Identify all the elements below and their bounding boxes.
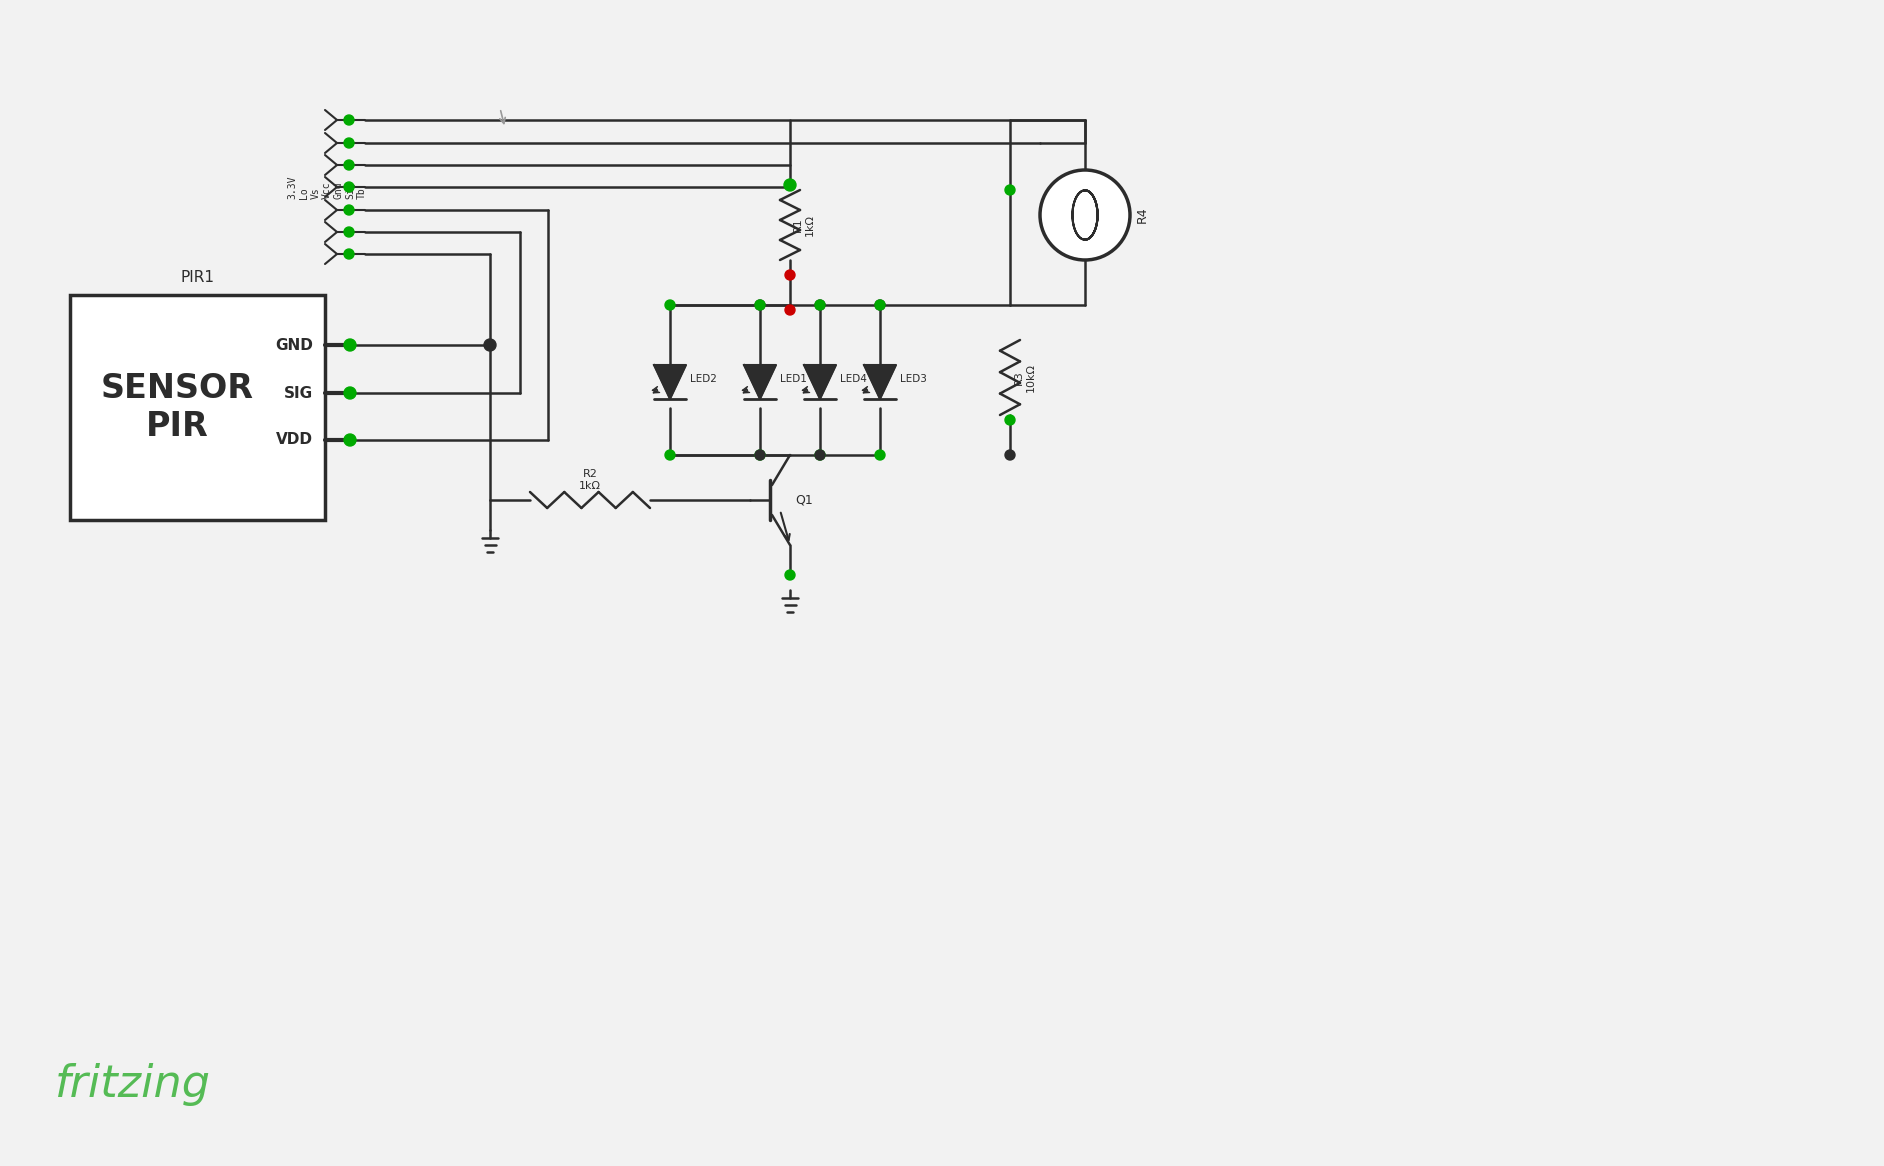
Circle shape xyxy=(345,387,356,399)
Circle shape xyxy=(1004,185,1015,195)
Polygon shape xyxy=(744,365,776,399)
Circle shape xyxy=(345,339,356,351)
Text: SENSOR
PIR: SENSOR PIR xyxy=(102,372,254,443)
Circle shape xyxy=(786,271,795,280)
Text: LED1: LED1 xyxy=(780,374,806,384)
Circle shape xyxy=(345,205,354,215)
Circle shape xyxy=(484,339,495,351)
Circle shape xyxy=(816,450,825,461)
Circle shape xyxy=(345,434,356,447)
Circle shape xyxy=(816,300,825,310)
Circle shape xyxy=(784,180,797,191)
Circle shape xyxy=(345,227,354,237)
Circle shape xyxy=(345,182,354,192)
Text: R4: R4 xyxy=(1136,206,1149,224)
Circle shape xyxy=(345,160,354,170)
Circle shape xyxy=(816,300,825,310)
Text: 3.3V
Lo
Vs
Vcc
Gnd
Sig
Tb: 3.3V Lo Vs Vcc Gnd Sig Tb xyxy=(286,175,367,198)
Bar xyxy=(70,295,326,520)
Circle shape xyxy=(1004,450,1015,461)
Text: LED3: LED3 xyxy=(901,374,927,384)
Circle shape xyxy=(345,115,354,125)
Text: LED2: LED2 xyxy=(690,374,718,384)
Circle shape xyxy=(755,300,765,310)
Text: fritzing: fritzing xyxy=(55,1063,211,1107)
Text: R3
10kΩ: R3 10kΩ xyxy=(1014,363,1036,392)
Text: VDD: VDD xyxy=(275,433,313,448)
Text: Q1: Q1 xyxy=(795,493,812,506)
Circle shape xyxy=(755,450,765,461)
Circle shape xyxy=(665,300,674,310)
Text: GND: GND xyxy=(275,337,313,352)
Circle shape xyxy=(874,300,885,310)
Polygon shape xyxy=(865,365,897,399)
Text: R2
1kΩ: R2 1kΩ xyxy=(578,469,601,491)
Circle shape xyxy=(665,450,674,461)
Circle shape xyxy=(816,450,825,461)
Circle shape xyxy=(874,300,885,310)
Text: LED4: LED4 xyxy=(840,374,867,384)
Text: SIG: SIG xyxy=(284,386,313,400)
Circle shape xyxy=(755,450,765,461)
Text: R1
1kΩ: R1 1kΩ xyxy=(793,215,814,236)
Circle shape xyxy=(786,570,795,580)
Circle shape xyxy=(1004,415,1015,424)
Circle shape xyxy=(345,138,354,148)
Circle shape xyxy=(1040,170,1130,260)
Circle shape xyxy=(786,305,795,315)
Polygon shape xyxy=(804,365,836,399)
Text: PIR1: PIR1 xyxy=(181,269,215,285)
Polygon shape xyxy=(654,365,686,399)
Circle shape xyxy=(755,300,765,310)
Circle shape xyxy=(874,450,885,461)
Circle shape xyxy=(345,250,354,259)
